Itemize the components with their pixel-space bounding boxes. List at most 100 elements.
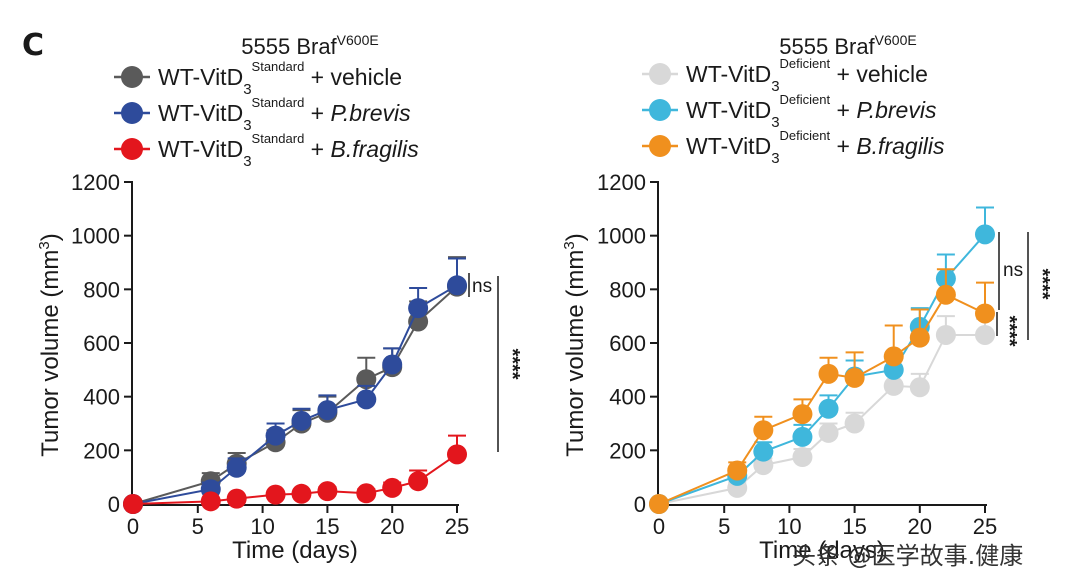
- axes: 0 200 400 600 800 1000 1200 0 5 10 15 20 25: [597, 170, 997, 539]
- data-point: [753, 420, 774, 441]
- x-tick-label: 0: [653, 514, 665, 539]
- data-point: [792, 426, 813, 447]
- legend-entry: WT-VitD3Deficient + P.brevis: [642, 92, 937, 131]
- chart-title: 5555 BrafV600E: [241, 32, 378, 59]
- series: [649, 206, 995, 514]
- watermark: 头条 @医学故事.健康: [792, 542, 1024, 570]
- x-tick-label: 20: [380, 514, 404, 539]
- x-tick-label: 20: [908, 514, 932, 539]
- y-tick-label: 400: [609, 385, 646, 410]
- data-point: [909, 327, 930, 348]
- annotations: ns **** ****: [996, 232, 1053, 347]
- x-axis-label: Time (days): [232, 537, 358, 564]
- y-tick-label: 800: [83, 277, 120, 302]
- y-tick-label: 1000: [71, 224, 120, 249]
- y-tick-label: 0: [108, 492, 120, 517]
- data-point: [818, 363, 839, 384]
- ns-label: ns: [472, 276, 492, 297]
- data-point: [356, 389, 377, 410]
- ns-label: ns: [1003, 260, 1023, 281]
- y-tick-label: 0: [634, 492, 646, 517]
- x-tick-label: 10: [777, 514, 801, 539]
- legend-marker: [121, 138, 143, 160]
- data-point: [356, 369, 377, 390]
- y-tick-label: 200: [83, 438, 120, 463]
- x-tick-label: 5: [192, 514, 204, 539]
- data-point: [753, 441, 774, 462]
- series-line: [132, 284, 458, 505]
- data-point: [792, 404, 813, 425]
- y-axis-label: Tumor volume (mm3): [561, 233, 589, 456]
- y-axis-label: Tumor volume (mm3): [36, 233, 64, 456]
- legend-entry: WT-VitD3Deficient + B.fragilis: [642, 128, 945, 167]
- series-line: [132, 285, 458, 505]
- x-tick-label: 0: [127, 514, 139, 539]
- axes: 0 200 400 600 800 1000 1200 0 5 10 15 20 25: [71, 170, 469, 539]
- legend-entry: WT-VitD3Standard + vehicle: [114, 59, 402, 98]
- legend-entry: WT-VitD3Deficient + vehicle: [642, 56, 928, 95]
- data-point: [447, 444, 467, 465]
- x-tick-label: 10: [250, 514, 274, 539]
- data-point: [844, 367, 865, 388]
- y-tick-label: 800: [609, 277, 646, 302]
- x-tick-label: 25: [973, 514, 997, 539]
- legend-marker: [121, 66, 143, 88]
- annotations: ns ****: [468, 273, 523, 452]
- y-tick-label: 400: [83, 385, 120, 410]
- data-point: [408, 471, 429, 492]
- legend-label: WT-VitD3Deficient + vehicle: [686, 56, 928, 95]
- data-point: [123, 494, 143, 514]
- legend-label: WT-VitD3Standard + B.fragilis: [158, 131, 419, 170]
- data-point: [317, 400, 338, 421]
- data-point: [975, 303, 995, 324]
- data-point: [935, 324, 956, 345]
- data-point: [408, 298, 429, 319]
- sig-label: ****: [998, 315, 1020, 346]
- data-point: [649, 494, 669, 514]
- series-line: [658, 333, 985, 505]
- chart-title: 5555 BrafV600E: [779, 32, 916, 59]
- data-point: [883, 346, 904, 367]
- data-point: [200, 491, 221, 512]
- data-point: [291, 483, 312, 504]
- x-tick-label: 25: [445, 514, 469, 539]
- y-tick-label: 1000: [597, 224, 646, 249]
- data-point: [844, 413, 865, 434]
- data-point: [883, 375, 904, 396]
- x-axis-label: Time (days): [759, 537, 885, 564]
- data-point: [935, 284, 956, 305]
- panel-letter: C: [22, 28, 45, 63]
- series: [123, 434, 467, 514]
- data-point: [356, 483, 377, 504]
- data-point: [382, 477, 403, 498]
- data-point: [975, 324, 995, 345]
- legend-marker: [649, 135, 671, 157]
- data-point: [447, 275, 467, 296]
- y-tick-label: 600: [83, 331, 120, 356]
- data-point: [226, 457, 247, 478]
- x-tick-label: 15: [842, 514, 866, 539]
- y-tick-label: 600: [609, 331, 646, 356]
- y-tick-label: 1200: [71, 170, 120, 195]
- series: [649, 268, 995, 514]
- x-tick-label: 15: [315, 514, 339, 539]
- data-point: [265, 425, 286, 446]
- legend-label: WT-VitD3Deficient + P.brevis: [686, 92, 937, 131]
- legend-entry: WT-VitD3Standard + P.brevis: [114, 95, 411, 134]
- data-point: [818, 422, 839, 443]
- series-line: [658, 293, 986, 505]
- legend-marker: [649, 99, 671, 121]
- data-point: [975, 224, 995, 245]
- data-point: [382, 354, 403, 375]
- legend-marker: [649, 63, 671, 85]
- sig-label: ****: [501, 348, 523, 379]
- data-point: [818, 398, 839, 419]
- data-point: [265, 484, 286, 505]
- data-point: [909, 377, 930, 398]
- legend-entry: WT-VitD3Standard + B.fragilis: [114, 131, 419, 170]
- data-point: [226, 488, 247, 509]
- y-tick-label: 1200: [597, 170, 646, 195]
